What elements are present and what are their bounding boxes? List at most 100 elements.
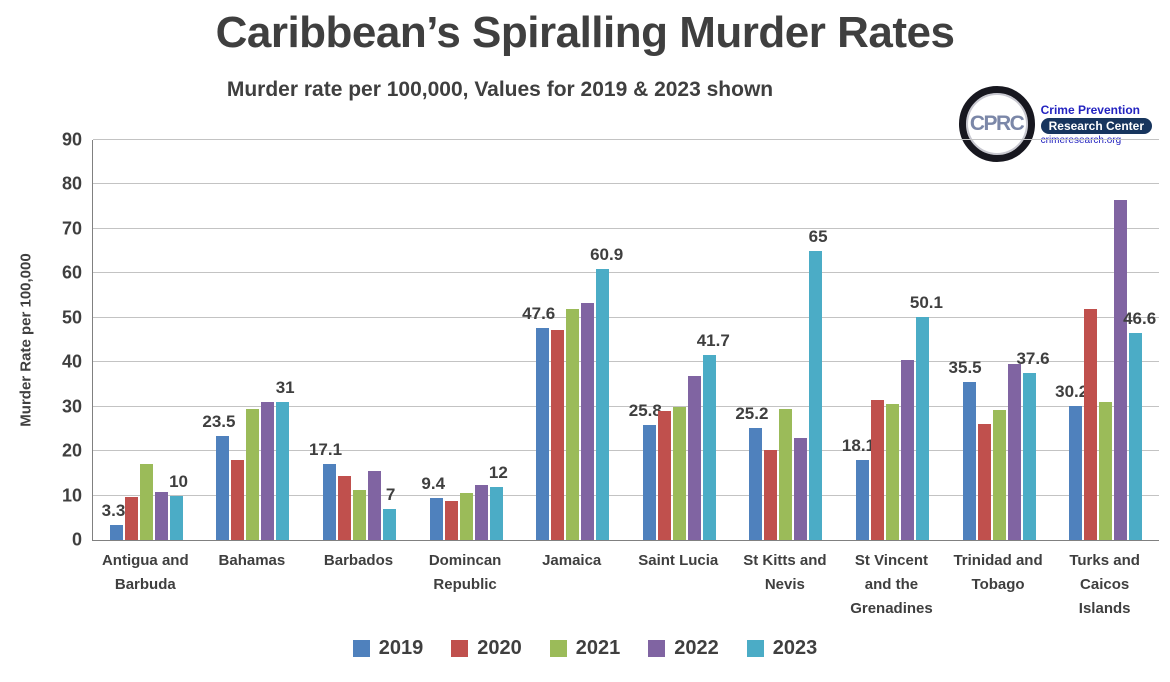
- legend-label: 2021: [575, 637, 621, 659]
- bar-value-label: 10: [169, 471, 189, 491]
- bar-group: 18.1 50.1: [839, 140, 946, 540]
- legend-item: 2019: [352, 637, 424, 660]
- bar-2022: [687, 376, 701, 540]
- bar-2020: [977, 423, 991, 540]
- gridline: [93, 494, 1159, 496]
- y-axis-ticks: 0 10 20 30 40 50 60 70 80 90: [0, 130, 82, 550]
- y-axis-tick-label: 60: [61, 262, 82, 283]
- bar-group: 3.3 10: [93, 140, 200, 540]
- gridline: [93, 316, 1159, 318]
- legend-item: 2021: [549, 637, 621, 660]
- legend-swatch: [451, 640, 469, 657]
- bar-2020: [337, 475, 351, 540]
- plot-area: 3.3 10 23.5 31 17.1 7 9.4 12 47.6 60.9 25.8 41.7 25.…: [92, 139, 1159, 541]
- y-axis-tick-label: 30: [61, 396, 82, 417]
- category-label: Barbados: [323, 552, 394, 569]
- bar-2021: [246, 408, 260, 540]
- bar-value-label: 35.5: [948, 358, 982, 378]
- bar-group: 35.5 37.6: [946, 140, 1053, 540]
- page-subtitle: Murder rate per 100,000, Values for 2019…: [226, 78, 774, 101]
- bar-2020: [444, 500, 458, 540]
- bar-2023: 60.9: [590, 245, 623, 540]
- bar-2021: [992, 409, 1006, 540]
- bar-2020: [870, 400, 884, 540]
- bar-value-label: 18.1: [841, 435, 876, 455]
- cprc-logo: CPRC Crime Prevention Research Center cr…: [958, 86, 1152, 162]
- bar-2021: [139, 464, 153, 540]
- legend-label: 2022: [674, 637, 719, 659]
- bar-2022: [261, 402, 275, 540]
- category-label: St Kitts and Nevis: [743, 552, 827, 593]
- bar-value-label: 23.5: [202, 411, 236, 431]
- bar-value-label: 9.4: [421, 474, 446, 494]
- legend-swatch: [352, 640, 370, 657]
- legend-label: 2023: [772, 637, 818, 659]
- gridline: [93, 227, 1159, 229]
- bar-2022: [900, 360, 914, 540]
- y-axis-tick-label: 50: [61, 307, 82, 328]
- bar-group: 23.5 31: [200, 140, 307, 540]
- bar-2021: [1099, 402, 1113, 540]
- bar-2023: 50.1: [910, 293, 943, 540]
- legend-swatch: [648, 640, 666, 657]
- legend-label: 2020: [477, 637, 522, 659]
- bar-2019: 25.8: [629, 401, 662, 540]
- bar-2021: [672, 406, 686, 540]
- category-label: Jamaica: [542, 552, 602, 569]
- category-label: Turks and Caicos Islands: [1069, 552, 1140, 617]
- bar-2021: [885, 404, 899, 540]
- bar-2019: 17.1: [309, 440, 342, 540]
- x-axis-labels: Antigua and Barbuda Bahamas Barbados Dominca…: [92, 549, 1158, 621]
- bar-2022: [1007, 364, 1021, 540]
- legend: 2019 2020 2021 2022 2023: [0, 637, 1170, 660]
- bar-value-label: 41.7: [696, 330, 730, 350]
- legend-item: 2023: [746, 637, 818, 660]
- bar-group: 9.4 12: [413, 140, 520, 540]
- bar-2021: [459, 493, 473, 540]
- bar-2023: 41.7: [697, 331, 730, 540]
- gridline: [93, 183, 1159, 185]
- bar-group: 17.1 7: [306, 140, 413, 540]
- category-label: St Vincent and the Grenadines: [850, 552, 933, 617]
- gridline: [93, 405, 1159, 407]
- legend-swatch: [549, 640, 567, 657]
- y-axis-tick-label: 10: [61, 485, 82, 506]
- bar-2022: [154, 492, 168, 540]
- bar-2020: [764, 450, 778, 540]
- bar-2023: 31: [276, 378, 295, 540]
- bar-2019: 23.5: [202, 412, 235, 540]
- bar-value-label: 37.6: [1016, 348, 1050, 368]
- bar-2023: 7: [382, 485, 396, 540]
- cprc-logo-line1: Crime Prevention: [1040, 102, 1140, 117]
- y-axis-tick-label: 40: [61, 351, 82, 372]
- bar-value-label: 17.1: [308, 440, 343, 459]
- y-axis-tick-label: 80: [61, 173, 82, 194]
- y-axis-tick-label: 70: [61, 218, 82, 239]
- y-axis-tick-label: 0: [71, 529, 82, 550]
- bar-2020: [551, 329, 565, 540]
- legend-label: 2019: [378, 637, 424, 659]
- bar-2022: [1114, 199, 1128, 540]
- bar-value-label: 7: [385, 484, 396, 504]
- bar-2019: 30.2: [1055, 382, 1088, 540]
- bar-2023: 65: [809, 227, 828, 540]
- bar-2019: 25.2: [735, 404, 768, 540]
- bar-2019: 47.6: [522, 304, 555, 540]
- bar-value-label: 30.2: [1055, 381, 1089, 401]
- bar-value-label: 60.9: [590, 245, 624, 265]
- bar-2023: 12: [489, 463, 508, 540]
- bar-2022: [794, 437, 808, 540]
- bar-value-label: 50.1: [909, 293, 943, 313]
- gridline: [93, 450, 1159, 452]
- bar-2019: 3.3: [102, 501, 125, 540]
- bar-value-label: 47.6: [522, 304, 556, 324]
- bar-2019: 9.4: [421, 474, 445, 540]
- bar-group: 47.6 60.9: [519, 140, 626, 540]
- cprc-logo-line2: Research Center: [1040, 117, 1152, 134]
- bar-2020: [657, 411, 671, 540]
- bar-value-label: 25.2: [735, 404, 769, 423]
- bar-2021: [352, 490, 366, 540]
- legend-item: 2022: [648, 637, 719, 660]
- cprc-logo-circle: CPRC: [958, 86, 1035, 162]
